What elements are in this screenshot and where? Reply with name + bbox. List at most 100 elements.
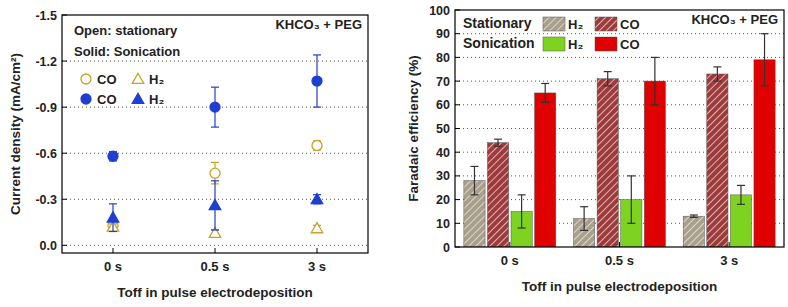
marker-circle — [312, 76, 322, 86]
error-cap — [651, 104, 659, 105]
y-tick — [455, 175, 460, 176]
error-cap — [580, 230, 588, 231]
error-cap — [470, 166, 478, 167]
error-cap — [541, 83, 549, 84]
error-line — [521, 195, 522, 228]
marker-triangle — [107, 212, 119, 222]
y-tick-label: 90 — [436, 27, 450, 41]
error-cap — [541, 102, 549, 103]
y-tick-label: 40 — [436, 146, 450, 160]
y-axis-label: Current density (mA/cm²) — [8, 53, 23, 215]
bar — [535, 93, 556, 247]
error-cap — [761, 33, 769, 34]
error-bar — [109, 152, 117, 161]
error-cap — [313, 54, 321, 55]
error-cap — [109, 231, 117, 232]
y-tick-label: 100 — [429, 4, 450, 18]
grid-line — [62, 245, 368, 246]
legend-label: CO — [620, 37, 640, 52]
error-cap — [627, 223, 635, 224]
error-line — [607, 72, 608, 86]
error-bar — [313, 55, 321, 107]
y-tick-label: 10 — [436, 217, 450, 231]
legend-label: H₂ — [149, 92, 164, 107]
grid-line — [455, 128, 784, 129]
plot-frame — [62, 15, 368, 253]
x-tick — [113, 248, 114, 253]
error-cap — [604, 85, 612, 86]
error-bar — [211, 87, 219, 127]
grid-line — [62, 61, 368, 62]
y-tick-label: -0.6 — [35, 147, 57, 161]
error-bar — [761, 34, 769, 86]
error-bar — [541, 83, 549, 102]
error-cap — [737, 204, 745, 205]
y-tick-label: 20 — [436, 193, 450, 207]
x-tick-label: 0.5 s — [605, 253, 634, 268]
y-tick — [455, 81, 460, 82]
y-tick — [455, 57, 460, 58]
marker-circle — [210, 168, 220, 178]
error-cap — [690, 217, 698, 218]
error-bar — [313, 141, 321, 150]
error-cap — [211, 126, 219, 127]
marker-circle — [108, 151, 118, 161]
legend-swatch — [543, 37, 565, 51]
data — [107, 55, 323, 237]
error-line — [631, 176, 632, 223]
y-tick — [62, 245, 67, 246]
error-cap — [211, 87, 219, 88]
legend-label: H₂ — [149, 72, 164, 87]
y-tick-label: 0 — [443, 241, 450, 255]
error-cap — [313, 107, 321, 108]
y-tick-label: -1.5 — [35, 9, 57, 23]
error-cap — [690, 214, 698, 215]
y-tick — [455, 199, 460, 200]
error-bar — [494, 139, 502, 146]
grid-line — [62, 153, 368, 154]
error-bar — [518, 195, 526, 228]
bar — [683, 216, 704, 247]
x-tick-label: 3 s — [308, 259, 326, 274]
x-tick-label: 0.5 s — [201, 259, 230, 274]
chart: 0.0-0.3-0.6-0.9-1.2-1.50 s0.5 s3 sCurren… — [8, 9, 368, 301]
legend-label: H₂ — [568, 37, 583, 52]
error-cap — [494, 146, 502, 147]
x-tick-label: 0 s — [104, 259, 122, 274]
y-tick — [455, 33, 460, 34]
error-line — [740, 185, 741, 204]
error-bar — [713, 67, 721, 81]
error-cap — [211, 162, 219, 163]
error-cap — [627, 175, 635, 176]
y-tick — [455, 128, 460, 129]
legend-group-label: Stationary — [463, 15, 532, 31]
bar — [644, 81, 665, 247]
annotation: Open: stationary — [74, 23, 178, 38]
x-axis-label: Toff in pulse electrodeposition — [117, 285, 313, 300]
y-tick — [62, 153, 67, 154]
legend-label: CO — [620, 17, 640, 32]
marker-circle — [81, 94, 91, 104]
error-cap — [518, 227, 526, 228]
annotation: KHCO₃ + PEG — [275, 17, 362, 32]
error-cap — [604, 71, 612, 72]
error-bar — [627, 176, 635, 223]
x-tick — [729, 242, 730, 247]
error-bar — [651, 57, 659, 104]
error-cap — [518, 194, 526, 195]
error-cap — [109, 203, 117, 204]
x-tick-label: 0 s — [501, 253, 519, 268]
marker-triangle — [209, 200, 221, 210]
legend-label: H₂ — [568, 17, 583, 32]
error-bar — [470, 166, 478, 194]
y-tick-label: -0.9 — [35, 101, 57, 115]
x-tick — [317, 248, 318, 253]
x-tick — [215, 248, 216, 253]
legend-swatch — [595, 17, 617, 31]
grid-line — [455, 57, 784, 58]
error-bar — [580, 207, 588, 231]
legend: StationarySonicationH₂COH₂CO — [463, 15, 640, 52]
marker-circle — [210, 102, 220, 112]
error-cap — [713, 80, 721, 81]
y-tick — [455, 152, 460, 153]
